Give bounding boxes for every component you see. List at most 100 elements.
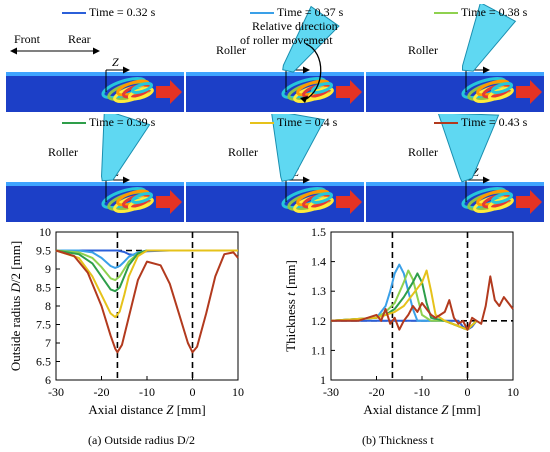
- y-tick-label: 1.3: [311, 284, 326, 298]
- legend-time-5: Time = 0.4 s: [250, 115, 337, 129]
- relative-direction-label: Relative direction: [252, 19, 338, 33]
- x-tick-label: -30: [323, 385, 339, 399]
- roller-body: [437, 114, 500, 183]
- legend-time-4: Time = 0.39 s: [62, 115, 155, 129]
- thickness-chart: -30 -20 -10 0 10 1 1.1 1.2 1.3 1.4 1.5 Axial distan…: [283, 225, 519, 417]
- series-line: [331, 275, 514, 331]
- series-line: [55, 249, 238, 319]
- tube-wall: [186, 76, 364, 112]
- legend-time-3: Time = 0.38 s: [434, 5, 527, 19]
- y-tick-label: 9.5: [36, 244, 51, 258]
- sim-field: Z Roller: [366, 114, 544, 222]
- z-arrowhead: [483, 66, 490, 74]
- x-axis-label: Axial distance Z [mm]: [363, 402, 480, 417]
- y-tick-label: 1.5: [311, 225, 326, 239]
- legend-swatch: [62, 12, 86, 15]
- series-line: [330, 269, 478, 331]
- outside-radius-chart: -30 -20 -10 0 10 6 6.5 7 7.5 8 8.5 9 9.5 10 Axial dist…: [8, 225, 244, 417]
- caption-b: (b) Thickness t: [362, 433, 434, 447]
- roller-body: [461, 4, 517, 72]
- x-tick-label: 10: [507, 385, 519, 399]
- tube-wall: [366, 76, 544, 112]
- z-arrowhead: [123, 66, 130, 74]
- strain-band: [127, 196, 154, 211]
- x-axis-label: Axial distance Z [mm]: [88, 402, 205, 417]
- x-tick-label: 0: [465, 385, 471, 399]
- x-tick-label: -30: [48, 385, 64, 399]
- y-axis-label: Thickness t [mm]: [283, 260, 298, 352]
- tube-surface: [6, 182, 184, 186]
- sim-panel-1: Z: [6, 4, 184, 112]
- series-line: [55, 249, 239, 354]
- series-line: [55, 249, 238, 293]
- feed-arrow: [516, 190, 542, 214]
- sim-panel-6: Z Roller: [366, 114, 544, 222]
- y-tick-label: 6: [45, 373, 51, 387]
- z-arrowhead: [303, 176, 310, 184]
- movement-arrow: [303, 43, 322, 101]
- tube-surface: [366, 72, 544, 76]
- legend-time-2: Time = 0.37 s: [250, 5, 343, 19]
- x-tick-label: 0: [190, 385, 196, 399]
- tube-wall: [6, 76, 184, 112]
- y-tick-label: 9: [45, 262, 51, 276]
- strain-band: [490, 82, 514, 94]
- strain-bands: [101, 186, 154, 214]
- roller: [437, 114, 500, 183]
- legend-label: Time = 0.37 s: [277, 5, 344, 19]
- feed-arrow: [156, 80, 182, 104]
- legend-swatch: [250, 12, 274, 15]
- strain-bands: [461, 76, 514, 104]
- roller-body: [282, 5, 340, 73]
- feed-arrow: [336, 80, 362, 104]
- feed-arrow: [156, 190, 182, 214]
- tube-surface: [366, 182, 544, 186]
- strain-band: [310, 82, 334, 94]
- y-tick-label: 1.2: [311, 314, 326, 328]
- feed-arrow: [336, 190, 362, 214]
- roller-body: [270, 114, 326, 182]
- tube-wall: [186, 186, 364, 222]
- y-tick-label: 1: [320, 373, 326, 387]
- rear-label: Rear: [68, 32, 91, 46]
- legend-label: Time = 0.32 s: [89, 5, 156, 19]
- legend-swatch: [434, 12, 458, 15]
- movement-arrowhead: [300, 96, 308, 103]
- legend-label: Time = 0.39 s: [89, 115, 156, 129]
- y-tick-label: 8: [45, 299, 51, 313]
- strain-bands: [281, 186, 334, 214]
- x-tick-label: -10: [139, 385, 155, 399]
- sim-field: Z: [6, 55, 184, 112]
- legend-label: Time = 0.43 s: [461, 115, 528, 129]
- strain-band: [487, 86, 514, 101]
- y-tick-label: 7.5: [36, 318, 51, 332]
- z-arrowhead: [303, 66, 310, 74]
- roller-label: Roller: [216, 43, 246, 57]
- roller-label: Roller: [408, 43, 438, 57]
- tube-surface: [186, 182, 364, 186]
- legend-swatch: [62, 122, 86, 125]
- y-tick-label: 7: [45, 336, 51, 350]
- roller-label: Roller: [228, 145, 258, 159]
- legend-time-6: Time = 0.43 s: [434, 115, 527, 129]
- strain-band: [487, 196, 514, 211]
- y-axis-label: Outside radius D/2 [mm]: [8, 241, 23, 371]
- y-tick-label: 8.5: [36, 281, 51, 295]
- y-tick-label: 10: [39, 225, 51, 239]
- tube-surface: [186, 72, 364, 76]
- roller-body: [101, 114, 151, 182]
- tube-surface: [6, 72, 184, 76]
- y-tick-label: 1.1: [311, 343, 326, 357]
- tube-wall: [6, 186, 184, 222]
- roller-label: Roller: [408, 145, 438, 159]
- strain-band: [127, 86, 154, 101]
- z-axis-label: Z: [472, 165, 479, 179]
- roller: [282, 5, 340, 73]
- caption-a: (a) Outside radius D/2: [88, 433, 195, 447]
- strain-bands: [461, 186, 514, 214]
